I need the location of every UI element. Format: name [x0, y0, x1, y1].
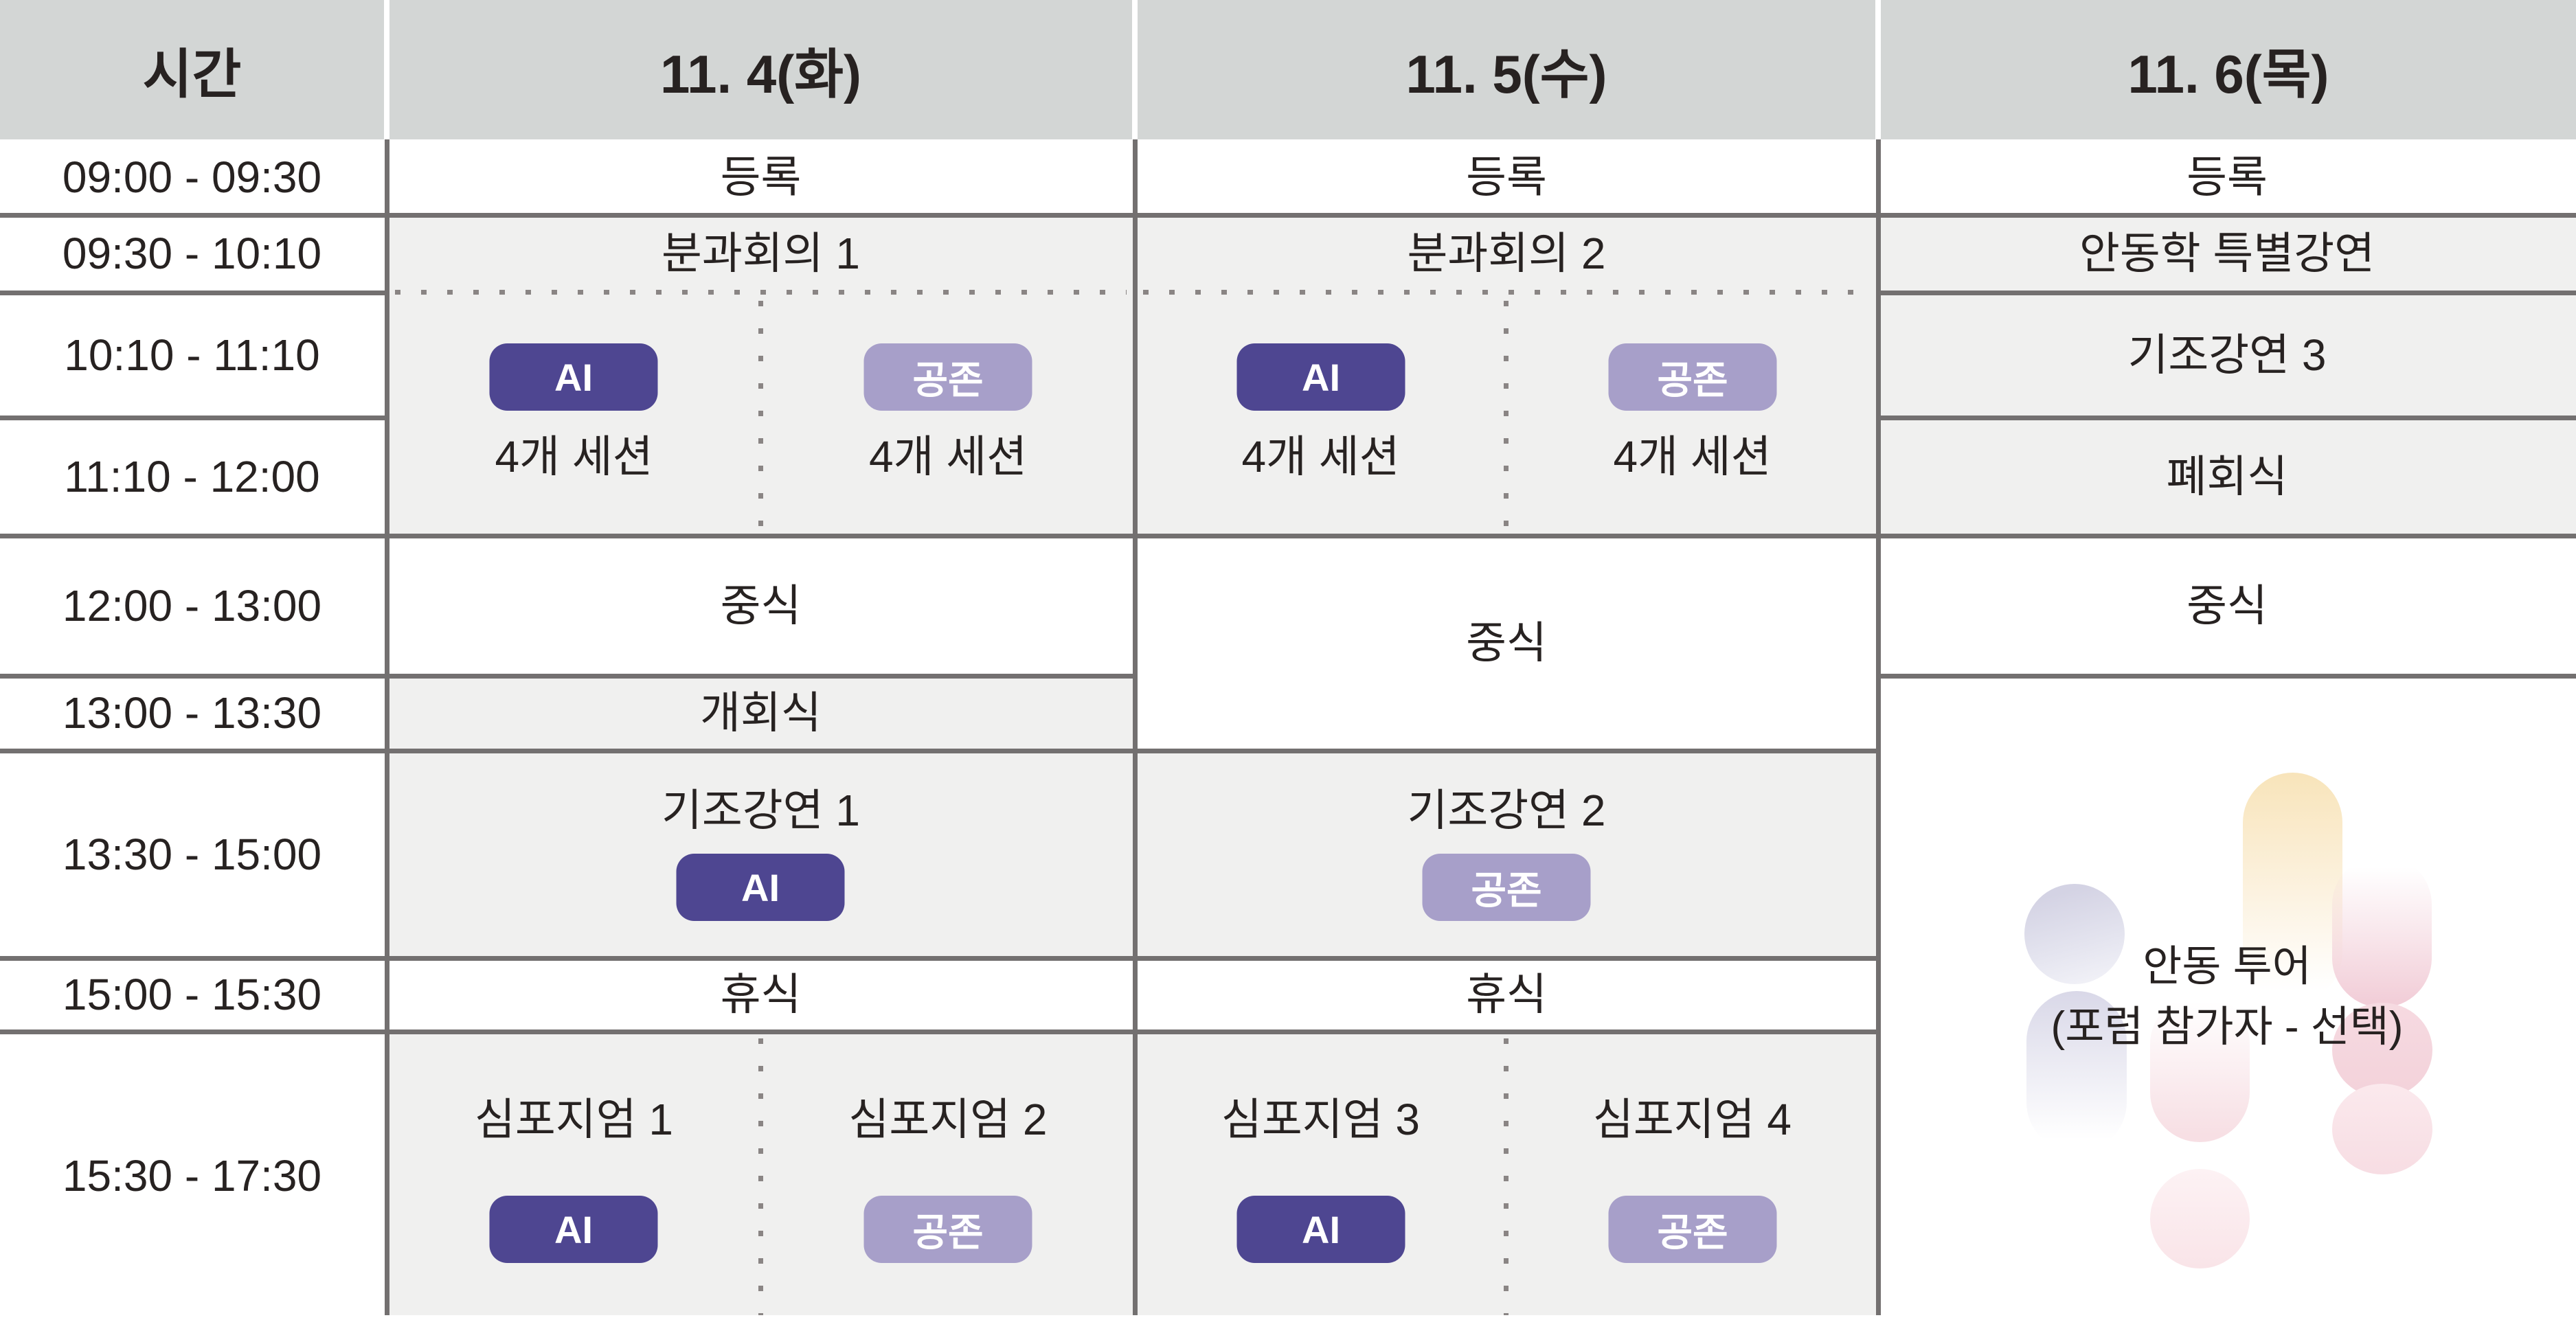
day1-rest: 휴식	[720, 970, 802, 1020]
badge-coexist-day1-breakout: 공존	[863, 343, 1032, 411]
grid-line	[387, 956, 1135, 961]
badge-ai-day1-breakout: AI	[489, 343, 658, 411]
tour-blob-pink-pill-right	[2332, 855, 2432, 1008]
grid-line	[0, 416, 387, 420]
day3-special-lecture-block	[1878, 215, 2576, 293]
day1-opening: 개회식	[700, 688, 822, 738]
badge-coexist-day2-keynote: 공존	[1422, 854, 1591, 921]
header-day2: 11. 5(수)	[1138, 0, 1875, 139]
dotted-divider-day1-breakout	[395, 290, 1127, 295]
day2-symposium3-title: 심포지엄 3	[1221, 1094, 1420, 1144]
grid-line	[1135, 1029, 1878, 1034]
tour-blob-pink-circle-bottom	[2150, 1169, 2250, 1268]
grid-line	[0, 956, 387, 961]
divider-day2-day3	[1876, 139, 1881, 1315]
grid-line	[387, 534, 1135, 538]
tour-blob-lavender-circle	[2024, 884, 2125, 984]
badge-ai-day1-keynote: AI	[676, 854, 845, 921]
grid-line	[1135, 956, 1878, 961]
day1-lunch: 중식	[720, 580, 802, 630]
day2-symposium4-title: 심포지엄 4	[1593, 1094, 1792, 1144]
time-slot-0900: 09:00 - 09:30	[62, 152, 322, 202]
badge-coexist-day2-symposium4: 공존	[1608, 1196, 1777, 1263]
grid-line	[1878, 291, 2576, 295]
grid-line	[0, 1029, 387, 1034]
day3-registration: 등록	[2187, 152, 2268, 202]
grid-line	[1135, 213, 1878, 218]
grid-line	[1878, 213, 2576, 218]
tour-blob-pink-circle-right2	[2332, 1084, 2432, 1174]
grid-line	[0, 534, 387, 538]
day2-breakout-ai-sessions: 4개 세션	[1241, 431, 1400, 481]
day2-lunch-merged: 중식	[1466, 618, 1547, 668]
day2-rest: 휴식	[1466, 970, 1547, 1020]
day1-breakout-ai-sessions: 4개 세션	[495, 431, 653, 481]
time-slot-1110: 11:10 - 12:00	[64, 451, 320, 501]
tour-blob-lavender-pill	[2026, 991, 2127, 1152]
grid-line	[1135, 534, 1878, 538]
day1-symposium2-title: 심포지엄 2	[848, 1094, 1048, 1144]
grid-line	[1878, 416, 2576, 420]
time-slot-1330: 13:30 - 15:00	[62, 829, 322, 879]
day2-registration: 등록	[1466, 152, 1547, 202]
time-slot-1200: 12:00 - 13:00	[62, 580, 322, 630]
header-day3: 11. 6(목)	[1881, 0, 2576, 139]
grid-line	[0, 291, 387, 295]
time-slot-1010: 10:10 - 11:10	[64, 330, 320, 380]
day3-lunch: 중식	[2187, 580, 2268, 630]
dotted-divider-day1-tracks-pm	[758, 1038, 763, 1315]
grid-line	[0, 674, 387, 679]
day2-breakout-coexist-sessions: 4개 세션	[1613, 431, 1772, 481]
tour-blob-pink-circle-right1	[2332, 1003, 2432, 1097]
time-slot-1530: 15:30 - 17:30	[62, 1150, 322, 1200]
grid-line	[0, 749, 387, 753]
grid-line	[387, 674, 1135, 679]
grid-line	[387, 1029, 1135, 1034]
dotted-divider-day2-tracks-am	[1504, 301, 1509, 536]
dotted-divider-day1-tracks-am	[758, 301, 763, 536]
day3-closing: 폐회식	[2166, 451, 2288, 501]
day3-tour-line1: 안동 투어	[2143, 943, 2312, 990]
badge-coexist-day2-breakout: 공존	[1608, 343, 1777, 411]
divider-day1-day2	[1133, 139, 1138, 1315]
day1-registration: 등록	[720, 152, 802, 202]
day2-keynote2-title: 기조강연 2	[1407, 785, 1606, 835]
time-slot-1500: 15:00 - 15:30	[62, 970, 322, 1020]
dotted-divider-day2-tracks-pm	[1504, 1038, 1509, 1315]
header-day1: 11. 4(화)	[389, 0, 1132, 139]
grid-line	[1878, 674, 2576, 679]
dotted-divider-day2-breakout	[1143, 290, 1870, 295]
grid-line	[387, 213, 1135, 218]
day3-keynote-block	[1878, 293, 2576, 418]
tour-blob-yellow-pill	[2243, 773, 2342, 1003]
badge-ai-day1-symposium1: AI	[489, 1196, 658, 1263]
tour-blob-pink-pill-middle	[2150, 994, 2250, 1142]
day1-breakout-coexist-sessions: 4개 세션	[868, 431, 1027, 481]
day1-breakout-title: 분과회의 1	[662, 229, 860, 279]
badge-ai-day2-symposium3: AI	[1236, 1196, 1405, 1263]
divider-time-day1	[385, 139, 389, 1315]
day1-symposium1-title: 심포지엄 1	[475, 1094, 673, 1144]
day3-keynote3: 기조강연 3	[2127, 330, 2327, 380]
day2-breakout-title: 분과회의 2	[1407, 229, 1606, 279]
time-slot-1300: 13:00 - 13:30	[62, 688, 322, 738]
grid-line	[1878, 534, 2576, 538]
badge-coexist-day1-symposium2: 공존	[863, 1196, 1032, 1263]
grid-line	[0, 213, 387, 218]
badge-ai-day2-breakout: AI	[1236, 343, 1405, 411]
day1-opening-block	[387, 676, 1135, 751]
day3-closing-block	[1878, 418, 2576, 536]
time-slot-0930: 09:30 - 10:10	[62, 229, 322, 279]
day3-tour-line2: (포럼 참가자 - 선택)	[2050, 1003, 2404, 1051]
day1-keynote1-title: 기조강연 1	[662, 785, 860, 835]
grid-line	[1135, 749, 1878, 753]
grid-line	[387, 749, 1135, 753]
header-time-column: 시간	[0, 0, 384, 139]
day3-special-lecture: 안동학 특별강연	[2079, 229, 2375, 279]
